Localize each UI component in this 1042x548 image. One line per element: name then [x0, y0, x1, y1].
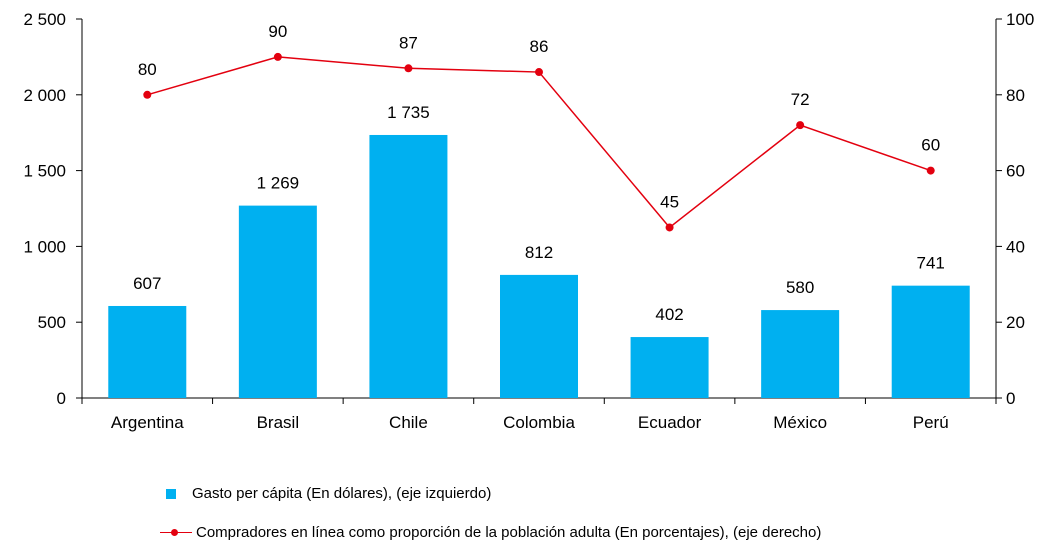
line-point	[796, 121, 805, 130]
y-left-tick-label: 1 000	[23, 237, 66, 256]
x-tick-label: Colombia	[503, 413, 575, 432]
legend-line-item: Compradores en línea como proporción de …	[160, 524, 821, 541]
bar-data-label: 580	[786, 278, 814, 297]
line-data-label: 60	[921, 136, 940, 155]
line-data-label: 86	[530, 37, 549, 56]
y-right-tick-label: 60	[1006, 162, 1025, 181]
axes: 0 500 1 000 1 500 2 000 2 500 0 20 40 60 80 100 Arge…	[23, 10, 1034, 432]
bar	[891, 285, 970, 398]
bar	[500, 274, 578, 398]
line-point	[404, 64, 413, 73]
y-left-tick-label: 0	[57, 389, 66, 408]
legend-line-label: Compradores en línea como proporción de …	[196, 524, 822, 541]
y-left-tick-label: 1 500	[23, 162, 66, 181]
legend-line-swatch	[160, 528, 192, 538]
line-series	[143, 52, 935, 232]
y-left-tick-label: 2 500	[23, 10, 66, 29]
bar-data-label: 607	[133, 274, 161, 293]
bar-data-label: 1 269	[257, 174, 300, 193]
bar-data-label: 1 735	[387, 103, 430, 122]
line-data-label: 90	[268, 22, 287, 41]
x-tick-label: Argentina	[111, 413, 184, 432]
y-right-tick-label: 80	[1006, 86, 1025, 105]
line-data-label: 87	[399, 33, 418, 52]
legend-bar-swatch	[166, 488, 176, 499]
chart: 0 500 1 000 1 500 2 000 2 500 0 20 40 60 80 100 Arge…	[23, 10, 1034, 432]
bar	[108, 305, 187, 398]
bar	[369, 134, 448, 398]
line-data-label: 80	[138, 60, 157, 79]
legend-bar-item: Gasto per cápita (En dólares), (eje izqu…	[160, 485, 491, 502]
bar	[630, 337, 709, 398]
bar-data-label: 402	[655, 305, 683, 324]
y-left-tick-label: 500	[38, 313, 66, 332]
x-tick-label: Perú	[913, 413, 949, 432]
x-tick-label: México	[773, 413, 827, 432]
line-point	[665, 223, 674, 232]
bar-data-label: 812	[525, 243, 553, 262]
line-point	[926, 166, 935, 175]
line-point	[143, 90, 152, 99]
bar	[238, 205, 317, 398]
x-tick-label: Chile	[389, 413, 428, 432]
bar-data-label: 741	[917, 254, 945, 273]
y-right-tick-label: 40	[1006, 237, 1025, 256]
bar	[761, 310, 840, 398]
y-right-tick-label: 0	[1006, 389, 1015, 408]
line-point	[535, 68, 543, 77]
y-left-tick-label: 2 000	[23, 86, 66, 105]
bar-series	[108, 134, 970, 398]
line-data-label: 72	[791, 90, 810, 109]
line-point	[273, 52, 282, 61]
x-tick-label: Brasil	[257, 413, 300, 432]
x-tick-label: Ecuador	[638, 413, 702, 432]
y-right-tick-label: 100	[1006, 10, 1034, 29]
data-labels: 607 1 269 1 735 812 402 580 741 80 90 87 86 45 72 60	[133, 22, 945, 324]
legend-bar-label: Gasto per cápita (En dólares), (eje izqu…	[192, 485, 492, 502]
line-path	[147, 56, 931, 229]
y-right-tick-label: 20	[1006, 313, 1025, 332]
line-data-label: 45	[660, 192, 679, 211]
